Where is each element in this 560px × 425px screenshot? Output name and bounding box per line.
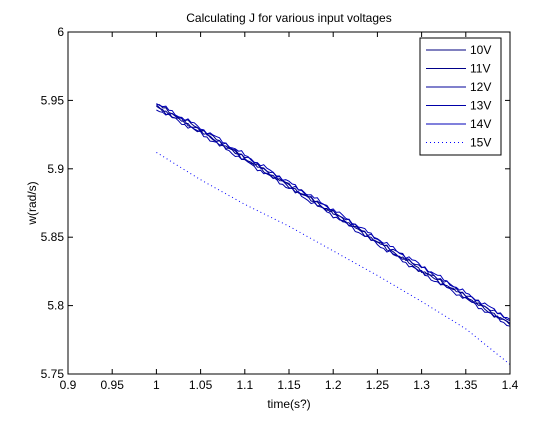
y-tick-label: 5.95 xyxy=(41,93,65,107)
y-tick-label: 6 xyxy=(57,25,64,39)
x-tick-label: 0.9 xyxy=(60,378,77,392)
y-tick-label: 5.9 xyxy=(47,162,64,176)
y-tick-label: 5.85 xyxy=(41,230,65,244)
x-axis-label: time(s?) xyxy=(267,397,310,411)
chart-title: Calculating J for various input voltages xyxy=(186,11,391,25)
x-tick-label: 1.4 xyxy=(502,378,519,392)
y-tick-label: 5.75 xyxy=(41,367,65,381)
x-tick-label: 1.25 xyxy=(366,378,390,392)
series-layer xyxy=(156,103,511,365)
y-axis-label: w(rad/s) xyxy=(25,181,39,225)
legend-label: 15V xyxy=(470,136,491,150)
series-line-12V xyxy=(156,104,511,322)
x-tick-label: 0.95 xyxy=(101,378,125,392)
x-tick-label: 1.05 xyxy=(189,378,213,392)
y-tick-label: 5.8 xyxy=(47,299,64,313)
x-tick-label: 1.2 xyxy=(325,378,342,392)
series-line-14V xyxy=(156,103,511,320)
legend: 10V 11V 12V 13V 14V 15V xyxy=(419,37,502,156)
legend-label: 13V xyxy=(470,99,491,113)
x-tick-label: 1.35 xyxy=(454,378,478,392)
legend-box xyxy=(419,37,502,156)
series-line-15V xyxy=(156,151,511,365)
axis-layer: 0.9 0.95 1 1.05 1.1 1.15 1.2 1.25 1.3 1.35 1.4 5.75… xyxy=(41,25,519,392)
legend-label: 14V xyxy=(470,117,491,131)
legend-label: 11V xyxy=(470,62,490,76)
x-tick-label: 1.3 xyxy=(413,378,430,392)
series-line-13V xyxy=(156,109,511,327)
legend-label: 12V xyxy=(470,80,491,94)
x-tick-label: 1.15 xyxy=(277,378,301,392)
legend-label: 10V xyxy=(470,43,491,57)
x-tick-label: 1.1 xyxy=(236,378,253,392)
x-tick-label: 1 xyxy=(153,378,160,392)
